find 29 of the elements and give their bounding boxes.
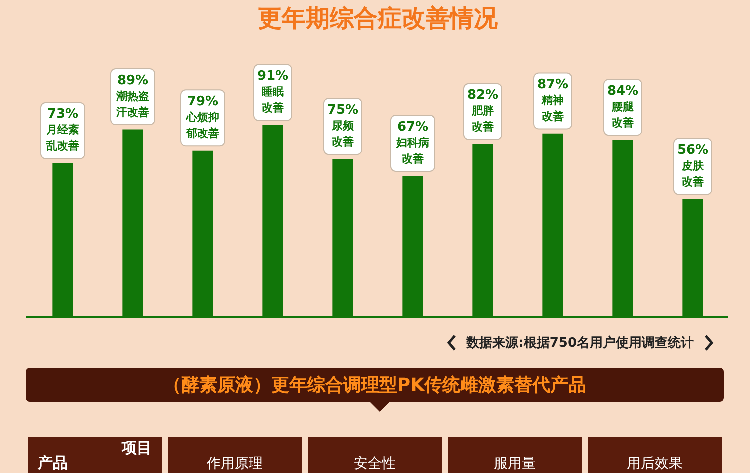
data-label: 84% — [607, 84, 639, 99]
x-tick-label: 精神改善 — [541, 94, 564, 124]
x-tick-label: 潮热盗汗改善 — [116, 90, 150, 119]
x-tick-label: 心烦抑郁改善 — [186, 111, 220, 140]
text: 服用量 — [494, 455, 536, 473]
data-label: 79% — [187, 94, 219, 110]
chart-title: 更年期综合症改善情况 — [258, 4, 499, 33]
x-tick-label: 皮肤改善 — [681, 160, 705, 189]
x-tick-label: 尿频改善 — [331, 119, 355, 148]
data-label: 56% — [677, 143, 709, 158]
data-label: 87% — [537, 78, 569, 93]
data-label: 75% — [327, 102, 359, 118]
source-note: 数据来源:根据750名用户使用调查统计 — [466, 334, 694, 352]
x-tick-label: 肥胖改善 — [471, 104, 494, 134]
data-label: 73% — [47, 107, 79, 122]
text: 作用原理 — [207, 455, 263, 473]
x-tick-label: 月经紊乱改善 — [46, 124, 80, 153]
text: 产品 — [38, 454, 68, 473]
x-tick-label: 睡眠改善 — [262, 86, 284, 115]
x-tick-label: 妇科病改善 — [396, 136, 430, 166]
text: 项目 — [122, 439, 152, 458]
text: 安全性 — [354, 455, 396, 473]
text: 用后效果 — [627, 455, 683, 473]
data-label: 89% — [117, 73, 149, 88]
data-label: 67% — [397, 120, 429, 135]
data-label: 82% — [467, 88, 499, 104]
x-tick-label: 腰腿改善 — [611, 100, 635, 130]
data-label: 91% — [257, 69, 289, 84]
text: （酵素原液）更年综合调理型PK传统雌激素替代产品 — [163, 374, 587, 397]
